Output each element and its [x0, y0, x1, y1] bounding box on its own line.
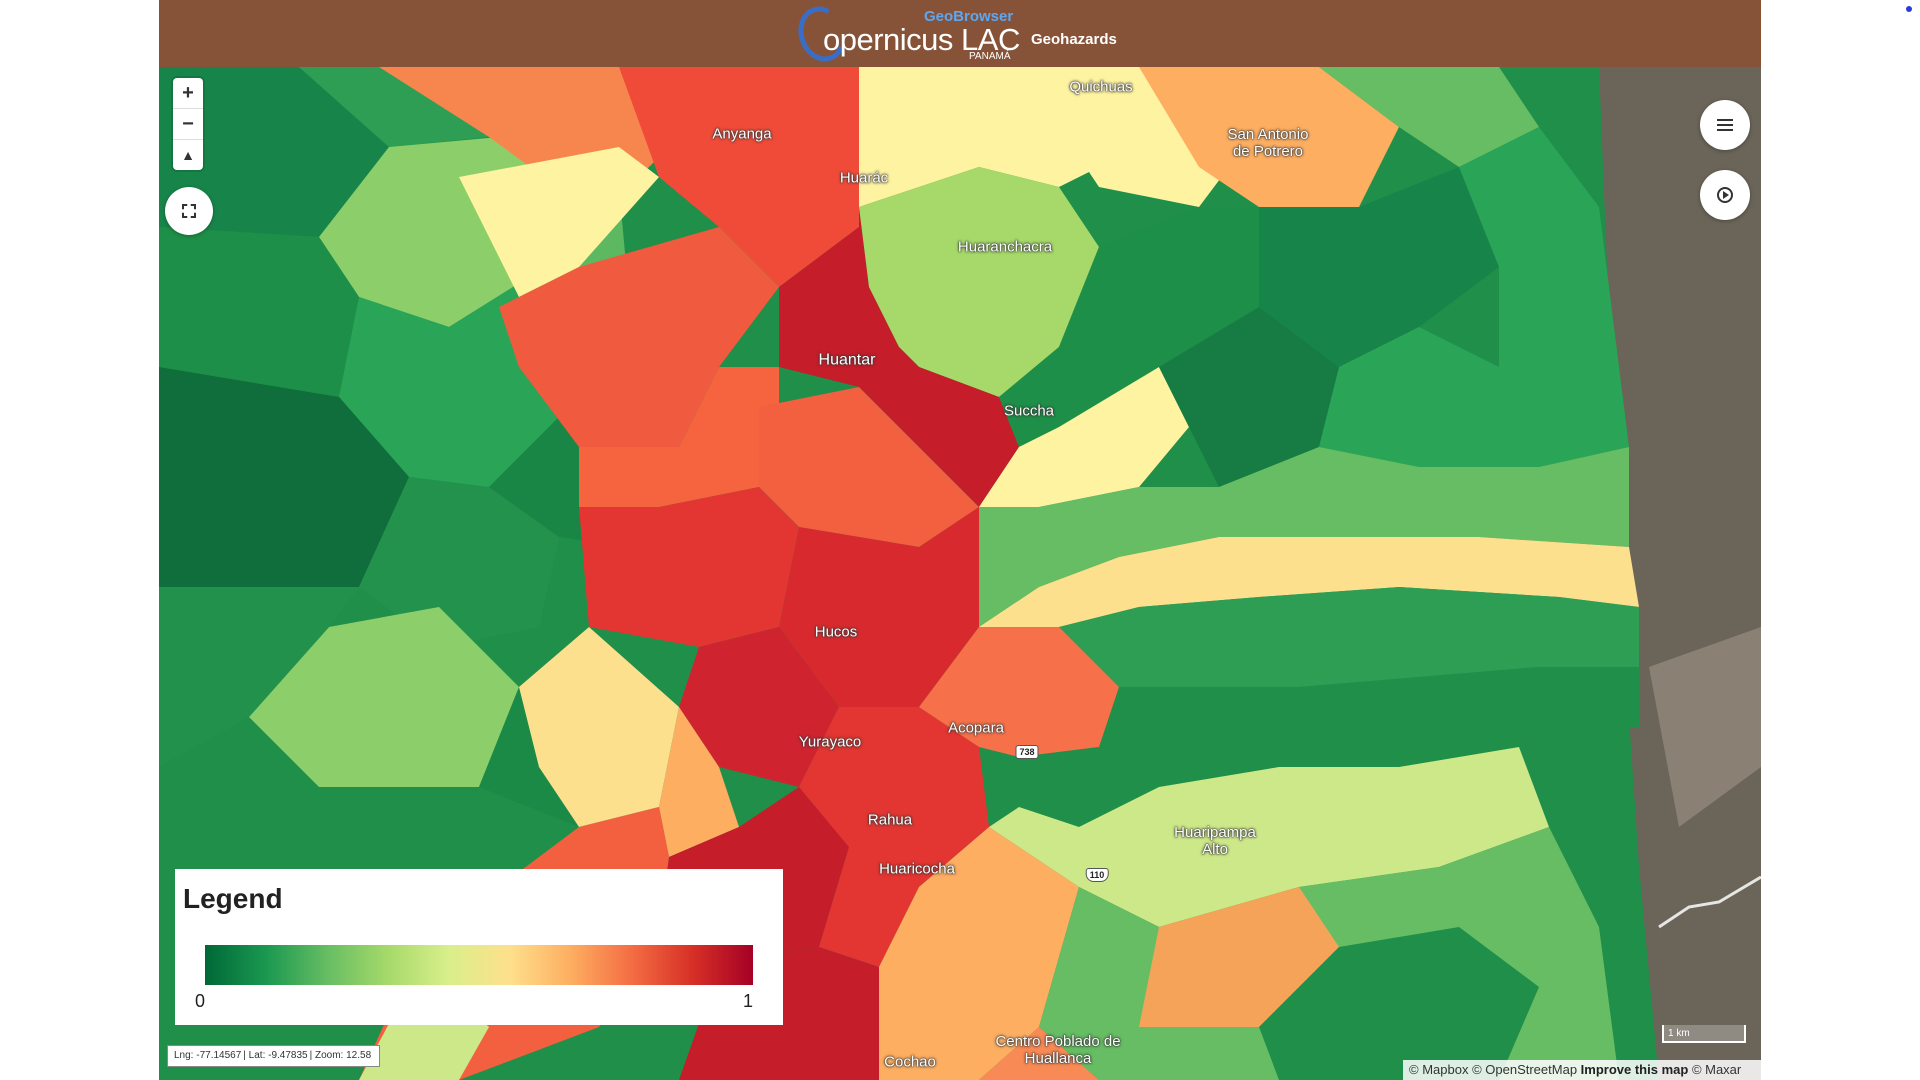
app-window: opernicus LAC GeoBrowser PANAMÁ Geohazar… [159, 0, 1761, 1080]
place-label: Yurayaco [798, 733, 862, 751]
zoom-in-button[interactable]: + [173, 78, 203, 109]
layers-menu-button[interactable] [1700, 100, 1750, 150]
satellite-road [1658, 875, 1761, 929]
coordinate-readout: Lng: -77.14567 | Lat: -9.47835 | Zoom: 12.… [167, 1045, 381, 1067]
box-select-icon [182, 204, 196, 218]
region-n-2 [459, 147, 659, 297]
zoom-readout: Zoom: 12.58 [315, 1050, 372, 1061]
choropleth-layer [159, 67, 1761, 1080]
place-label: Centro Poblado de Huallanca [995, 1033, 1121, 1067]
region-w-4 [159, 367, 409, 587]
page-title: Geohazards [1031, 31, 1117, 48]
region-e-9 [1059, 587, 1639, 687]
longitude-readout: Lng: -77.14567 [174, 1050, 242, 1061]
maxar-attribution-link[interactable]: © Maxar [1691, 1062, 1742, 1077]
region-c-2 [759, 387, 979, 547]
compass-reset-button[interactable]: ▲ [181, 147, 195, 163]
menu-icon [1717, 116, 1733, 134]
place-label: Anyanga [712, 125, 772, 143]
satellite-terrain [1599, 67, 1761, 1080]
zoom-control: + − ▲ [173, 78, 203, 170]
region-e-6 [1319, 327, 1629, 467]
place-label: Huaricocha [879, 860, 955, 878]
region-succha-e [859, 167, 1099, 397]
region-acopara [679, 627, 839, 787]
road-shield: 110 [1085, 868, 1109, 882]
mapbox-attribution-link[interactable]: © Mapbox [1409, 1062, 1469, 1077]
region-e-4 [979, 367, 1189, 507]
region-huaripampa [989, 747, 1549, 927]
region-w-1 [159, 227, 359, 397]
road-shield: 738 [1015, 745, 1039, 759]
satellite-terrain-ridge [1649, 627, 1761, 827]
region-e-3 [1459, 127, 1619, 367]
place-label: Huarác [839, 169, 889, 187]
region-sw-2 [159, 587, 359, 767]
logo-geobrowser-text: GeoBrowser [924, 8, 1014, 25]
region-c-1 [579, 367, 779, 507]
osm-attribution-link[interactable]: © OpenStreetMap [1472, 1062, 1578, 1077]
place-label: Huaripampa Alto [1174, 824, 1256, 858]
region-s-3 [879, 827, 1079, 1080]
map-canvas[interactable]: + − ▲ Quichuas Anyanga Huarác San Antoni… [159, 67, 1761, 1080]
place-label: Rahua [867, 811, 913, 829]
place-label: Acopara [948, 719, 1004, 737]
region-e-1 [999, 207, 1259, 447]
region-san-antonio [1139, 67, 1399, 207]
region-rahua-w [659, 707, 739, 857]
region-nw-1 [159, 67, 389, 237]
place-label: Hucos [814, 623, 858, 641]
legend-min-label: 0 [195, 991, 206, 1011]
region-s-1 [799, 787, 919, 967]
region-se-2 [979, 1027, 1099, 1080]
region-e-2 [1259, 167, 1499, 367]
copernicus-logo[interactable]: opernicus LAC GeoBrowser PANAMÁ [790, 0, 1039, 69]
region-c-3 [779, 507, 979, 707]
place-label: Huaranchacra [957, 238, 1053, 256]
logo-main-text: opernicus LAC [823, 22, 1020, 57]
region-se-3 [1139, 887, 1339, 1027]
region-e-10 [919, 627, 1119, 757]
legend-color-ramp [205, 945, 753, 985]
latitude-readout: Lat: -9.47835 [248, 1050, 308, 1061]
play-animation-button[interactable] [1700, 170, 1750, 220]
improve-map-link[interactable]: Improve this map [1580, 1062, 1689, 1077]
status-dot [1906, 6, 1912, 12]
legend-max-label: 1 [743, 991, 754, 1011]
region-se-4 [1259, 927, 1539, 1080]
region-e-5 [1159, 307, 1339, 487]
region-e-8 [979, 537, 1639, 627]
region-e-11 [1019, 667, 1639, 827]
place-label: Cochao [884, 1053, 936, 1071]
logo-sub-text: PANAMÁ [969, 51, 1011, 62]
play-circle-icon [1717, 187, 1733, 203]
region-sw-1 [249, 607, 519, 787]
scale-bar: 1 km [1662, 1025, 1746, 1043]
place-label: Succha [1003, 402, 1055, 420]
region-w-5 [359, 477, 559, 647]
region-succha [859, 347, 1019, 507]
region-huantar [499, 227, 779, 447]
region-hucos [579, 487, 799, 647]
region-huaranchacra [779, 207, 899, 387]
legend-panel: Legend 0 1 [175, 869, 783, 1025]
region-n-3 [619, 67, 859, 287]
box-select-button[interactable] [165, 187, 213, 235]
map-attribution: © Mapbox © OpenStreetMap Improve this ma… [1403, 1060, 1761, 1080]
region-nw-2 [299, 67, 489, 147]
place-label: Huantar [818, 351, 876, 369]
app-header: opernicus LAC GeoBrowser PANAMÁ Geohazar… [159, 0, 1761, 69]
region-yurayaco [519, 627, 679, 827]
region-ne-3 [1319, 67, 1539, 167]
zoom-out-button[interactable]: − [173, 109, 203, 140]
place-label: Quichuas [1069, 78, 1133, 96]
place-label: San Antonio de Potrero [1227, 126, 1309, 160]
legend-title: Legend [183, 883, 283, 914]
